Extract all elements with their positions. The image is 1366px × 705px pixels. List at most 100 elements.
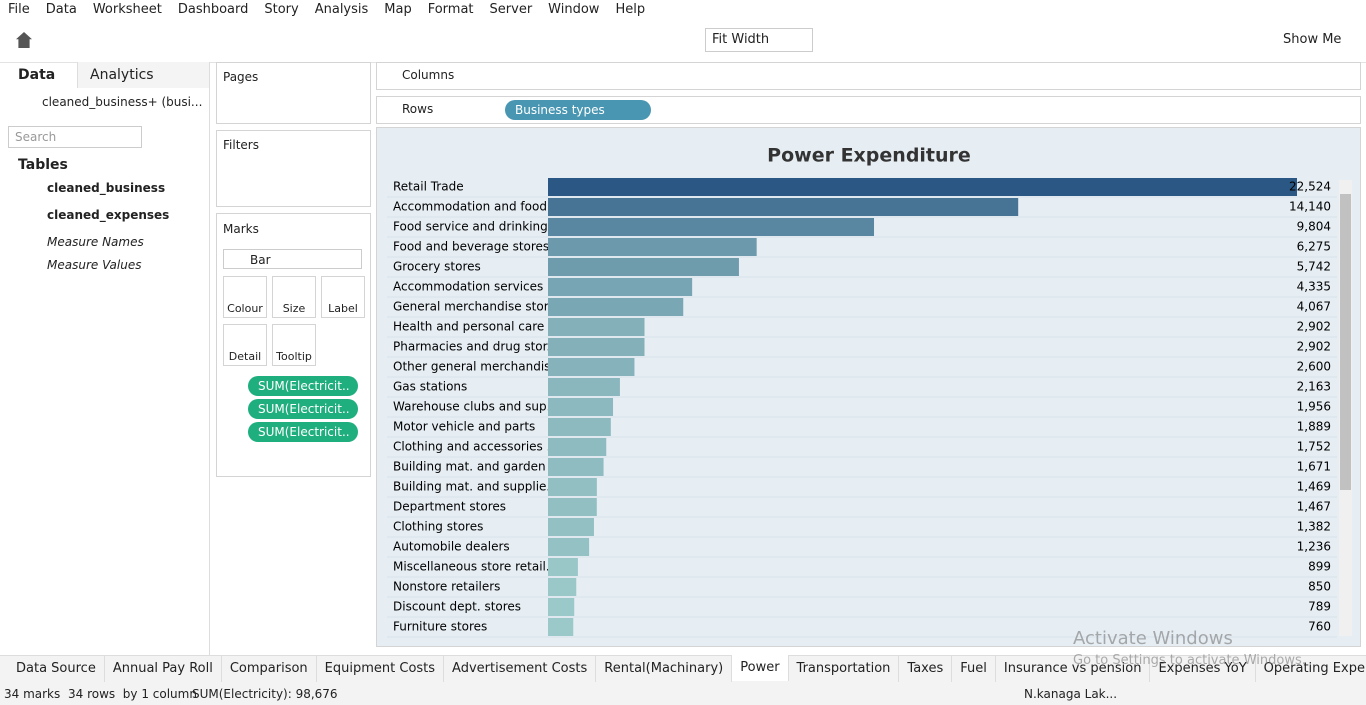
sheet-tabs: Data Source Annual Pay Roll Comparison Equi…	[0, 655, 1366, 684]
bar	[548, 598, 575, 616]
bar	[548, 578, 577, 596]
menu-item[interactable]: Story	[264, 2, 299, 17]
measure-pill[interactable]: SUM(Electricit..	[248, 399, 358, 419]
user-menu[interactable]: N.kanaga Lak...	[1024, 687, 1118, 701]
sheet-tab[interactable]: Rental(Machinary)	[596, 656, 733, 682]
sheet-tab[interactable]: Annual Pay Roll	[105, 656, 222, 682]
menu-item[interactable]: File	[8, 2, 30, 17]
filters-card: Filters	[216, 130, 371, 207]
value-label: 760	[1308, 620, 1331, 634]
bar	[548, 518, 594, 536]
mark-type[interactable]: Bar	[223, 249, 362, 269]
row-label: Gas stations	[393, 380, 467, 394]
sheet-tab[interactable]: Advertisement Costs	[444, 656, 597, 682]
row-label: Accommodation services	[393, 280, 543, 294]
mark-button[interactable]: Tooltip	[272, 324, 316, 366]
value-label: 2,600	[1297, 360, 1331, 374]
row-label: Other general merchandis..	[393, 360, 558, 374]
bar	[548, 498, 597, 516]
show-me[interactable]: Show Me	[1283, 32, 1342, 47]
value-label: 899	[1308, 560, 1331, 574]
menu-item[interactable]: Window	[548, 2, 600, 17]
menu-item[interactable]: Map	[384, 2, 412, 17]
scroll-thumb[interactable]	[1340, 194, 1351, 490]
menu-item[interactable]: Analysis	[314, 2, 369, 17]
table-item[interactable]: cleaned_business	[47, 181, 166, 195]
sheet-tab[interactable]: Taxes	[899, 656, 953, 682]
row-label: Building mat. and garden ..	[393, 460, 557, 474]
view: Power Expenditure Retail Trade 22,524 Acco…	[376, 127, 1361, 647]
sheet-tab[interactable]: Operating Expenses	[1256, 656, 1366, 682]
status-text: 34 rows by 1 column	[68, 687, 197, 701]
row-label: General merchandise stor..	[393, 300, 555, 314]
bar	[548, 398, 614, 416]
menu-item[interactable]: Help	[615, 2, 646, 17]
rows-pill[interactable]: Business types	[505, 100, 651, 120]
menu-item[interactable]: Dashboard	[177, 2, 249, 17]
measure-pill[interactable]: SUM(Electricit..	[248, 376, 358, 396]
row-label: Motor vehicle and parts	[393, 420, 535, 434]
card-title: Marks	[223, 222, 259, 236]
menu-bar: File Data Worksheet Dashboard Story Analysis M…	[0, 0, 1366, 20]
columns-shelf: Columns	[376, 62, 1361, 90]
value-label: 1,236	[1297, 540, 1331, 554]
measure-item[interactable]: Measure Values	[47, 258, 142, 272]
bar	[548, 478, 597, 496]
value-label: 5,742	[1297, 260, 1331, 274]
sheet-tab[interactable]: Expenses YoY	[1150, 656, 1256, 682]
search-box[interactable]: Search	[8, 126, 142, 148]
value-label: 850	[1308, 580, 1331, 594]
status-text: 34 marks	[4, 687, 61, 701]
value-label: 9,804	[1297, 220, 1331, 234]
value-label: 2,902	[1297, 320, 1331, 334]
analytics-tab[interactable]: Analytics	[90, 67, 154, 83]
menu-item[interactable]: Data	[45, 2, 77, 17]
sheet-tab[interactable]: Data Source	[8, 656, 105, 682]
bar	[548, 198, 1019, 216]
menu-item[interactable]: Worksheet	[92, 2, 162, 17]
bar	[548, 618, 574, 636]
mark-button[interactable]: Size	[272, 276, 316, 318]
mark-button[interactable]: Colour	[223, 276, 267, 318]
row-label: Health and personal care ..	[393, 320, 556, 334]
bar	[548, 438, 607, 456]
table-item[interactable]: cleaned_expenses	[47, 208, 170, 222]
menu-item[interactable]: Server	[489, 2, 533, 17]
bar	[548, 378, 620, 396]
sheet-tab[interactable]: Fuel	[952, 656, 996, 682]
marks-card: Marks Bar Colour Size Label Detail Tooltip SU…	[216, 213, 371, 477]
data-source[interactable]: cleaned_business+ (busi...	[42, 95, 203, 109]
rows-shelf: Rows Business types	[376, 96, 1361, 124]
sheet-tab[interactable]: Equipment Costs	[317, 656, 445, 682]
bar	[548, 418, 611, 436]
sheet-tab[interactable]: Insurance vs pension	[996, 656, 1151, 682]
menu-item[interactable]: Format	[427, 2, 474, 17]
status-text: SUM(Electricity): 98,676	[192, 687, 338, 701]
measure-item[interactable]: Measure Names	[47, 235, 144, 249]
sheet-tab[interactable]: Transportation	[789, 656, 900, 682]
row-label: Pharmacies and drug stor..	[393, 340, 554, 354]
mark-button[interactable]: Label	[321, 276, 365, 318]
tables-heading: Tables	[18, 157, 68, 173]
row-label: Warehouse clubs and sup..	[393, 400, 554, 414]
sheet-tab[interactable]: Power	[732, 655, 789, 681]
bar	[548, 178, 1297, 196]
row-label: Automobile dealers	[393, 540, 510, 554]
value-label: 1,469	[1297, 480, 1331, 494]
bar	[548, 458, 604, 476]
row-label: Department stores	[393, 500, 506, 514]
measure-pill[interactable]: SUM(Electricit..	[248, 422, 358, 442]
sheet-tab[interactable]: Comparison	[222, 656, 317, 682]
row-label: Retail Trade	[393, 180, 464, 194]
value-label: 14,140	[1289, 200, 1331, 214]
home-icon[interactable]	[16, 32, 32, 48]
row-label: Clothing stores	[393, 520, 483, 534]
mark-button[interactable]: Detail	[223, 324, 267, 366]
value-label: 2,902	[1297, 340, 1331, 354]
bar	[548, 558, 578, 576]
card-title: Pages	[223, 70, 259, 84]
card-title: Filters	[223, 138, 259, 152]
data-tab[interactable]: Data	[18, 67, 56, 83]
fit-dropdown[interactable]: Fit Width	[705, 28, 813, 52]
